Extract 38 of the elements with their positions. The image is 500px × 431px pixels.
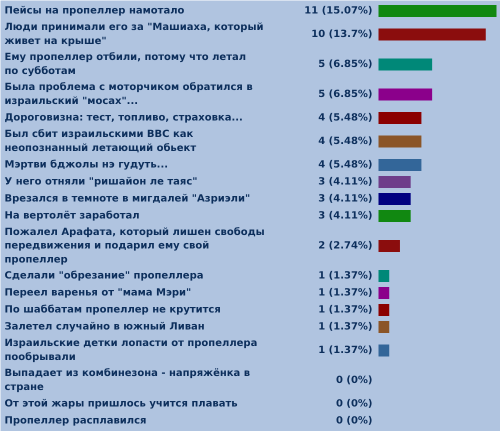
- data-label: 5 (6.85%): [318, 59, 373, 70]
- data-label: 0 (0%): [336, 375, 373, 386]
- y-tick-label: По шаббатам пропеллер не крутится: [4, 304, 221, 316]
- y-tick-label: Пропеллер расплавился: [4, 416, 146, 426]
- y-tick-label: На вертолёт заработал: [4, 210, 140, 222]
- y-tick-label: Люди принимали его за "Машиаха, который живет на крыше": [4, 22, 264, 47]
- y-tick-label: Была проблема с моторчиком обратился в израильский "мосах"...: [4, 82, 253, 107]
- data-label: 1 (1.37%): [318, 270, 373, 282]
- data-label: 1 (1.37%): [318, 304, 373, 316]
- y-tick-label: Сделали "обрезание" пропеллера: [4, 270, 204, 282]
- y-tick-label: Переел варенья от "мама Мэри": [4, 288, 192, 298]
- data-label: 0 (0%): [336, 416, 373, 426]
- data-label: 3 (4.11%): [318, 176, 373, 188]
- data-label: 11 (15.07%): [304, 6, 373, 16]
- y-tick-label: Выпадает из комбинезона - напряжёнка в стране: [4, 368, 250, 393]
- data-label: 4 (5.48%): [318, 112, 373, 124]
- y-tick-label: Мэртви бджолы нэ гудуть...: [4, 160, 168, 170]
- y-tick-label: Был сбит израильскими ВВС как неопознанный летающий обьект: [4, 129, 196, 154]
- y-tick-label: Пожалел Арафата, который лишен свободы передвижения и подарил ему свой пропеллер: [4, 226, 265, 266]
- y-tick-label: Ему пропеллер отбили, потому что летал по субботам: [4, 52, 246, 77]
- y-tick-label: Врезался в темноте в мигдалей "Азриэли": [4, 194, 250, 204]
- data-label: 2 (2.74%): [318, 240, 373, 252]
- data-label: 1 (1.37%): [318, 322, 373, 332]
- data-label: 4 (5.48%): [318, 136, 373, 147]
- data-label: 0 (0%): [336, 398, 373, 410]
- data-label: 5 (6.85%): [318, 89, 373, 100]
- y-tick-label: Залетел случайно в южный Ливан: [4, 322, 205, 332]
- y-tick-label: Дороговизна: тест, топливо, страховка...: [4, 112, 243, 124]
- data-label: 4 (5.48%): [318, 160, 373, 170]
- y-tick-label: Израильские детки лопасти от пропеллера пообрывали: [4, 338, 258, 363]
- y-tick-label: У него отняли "ришайон ле таяс": [4, 176, 198, 188]
- data-label: 10 (13.7%): [311, 29, 373, 40]
- data-label: 1 (1.37%): [318, 345, 373, 356]
- y-tick-label: Пейсы на пропеллер намотало: [4, 6, 185, 16]
- data-label: 1 (1.37%): [318, 288, 373, 298]
- data-label: 3 (4.11%): [318, 194, 373, 204]
- y-tick-label: От этой жары пришлось учится плавать: [4, 398, 238, 410]
- data-label: 3 (4.11%): [318, 210, 373, 222]
